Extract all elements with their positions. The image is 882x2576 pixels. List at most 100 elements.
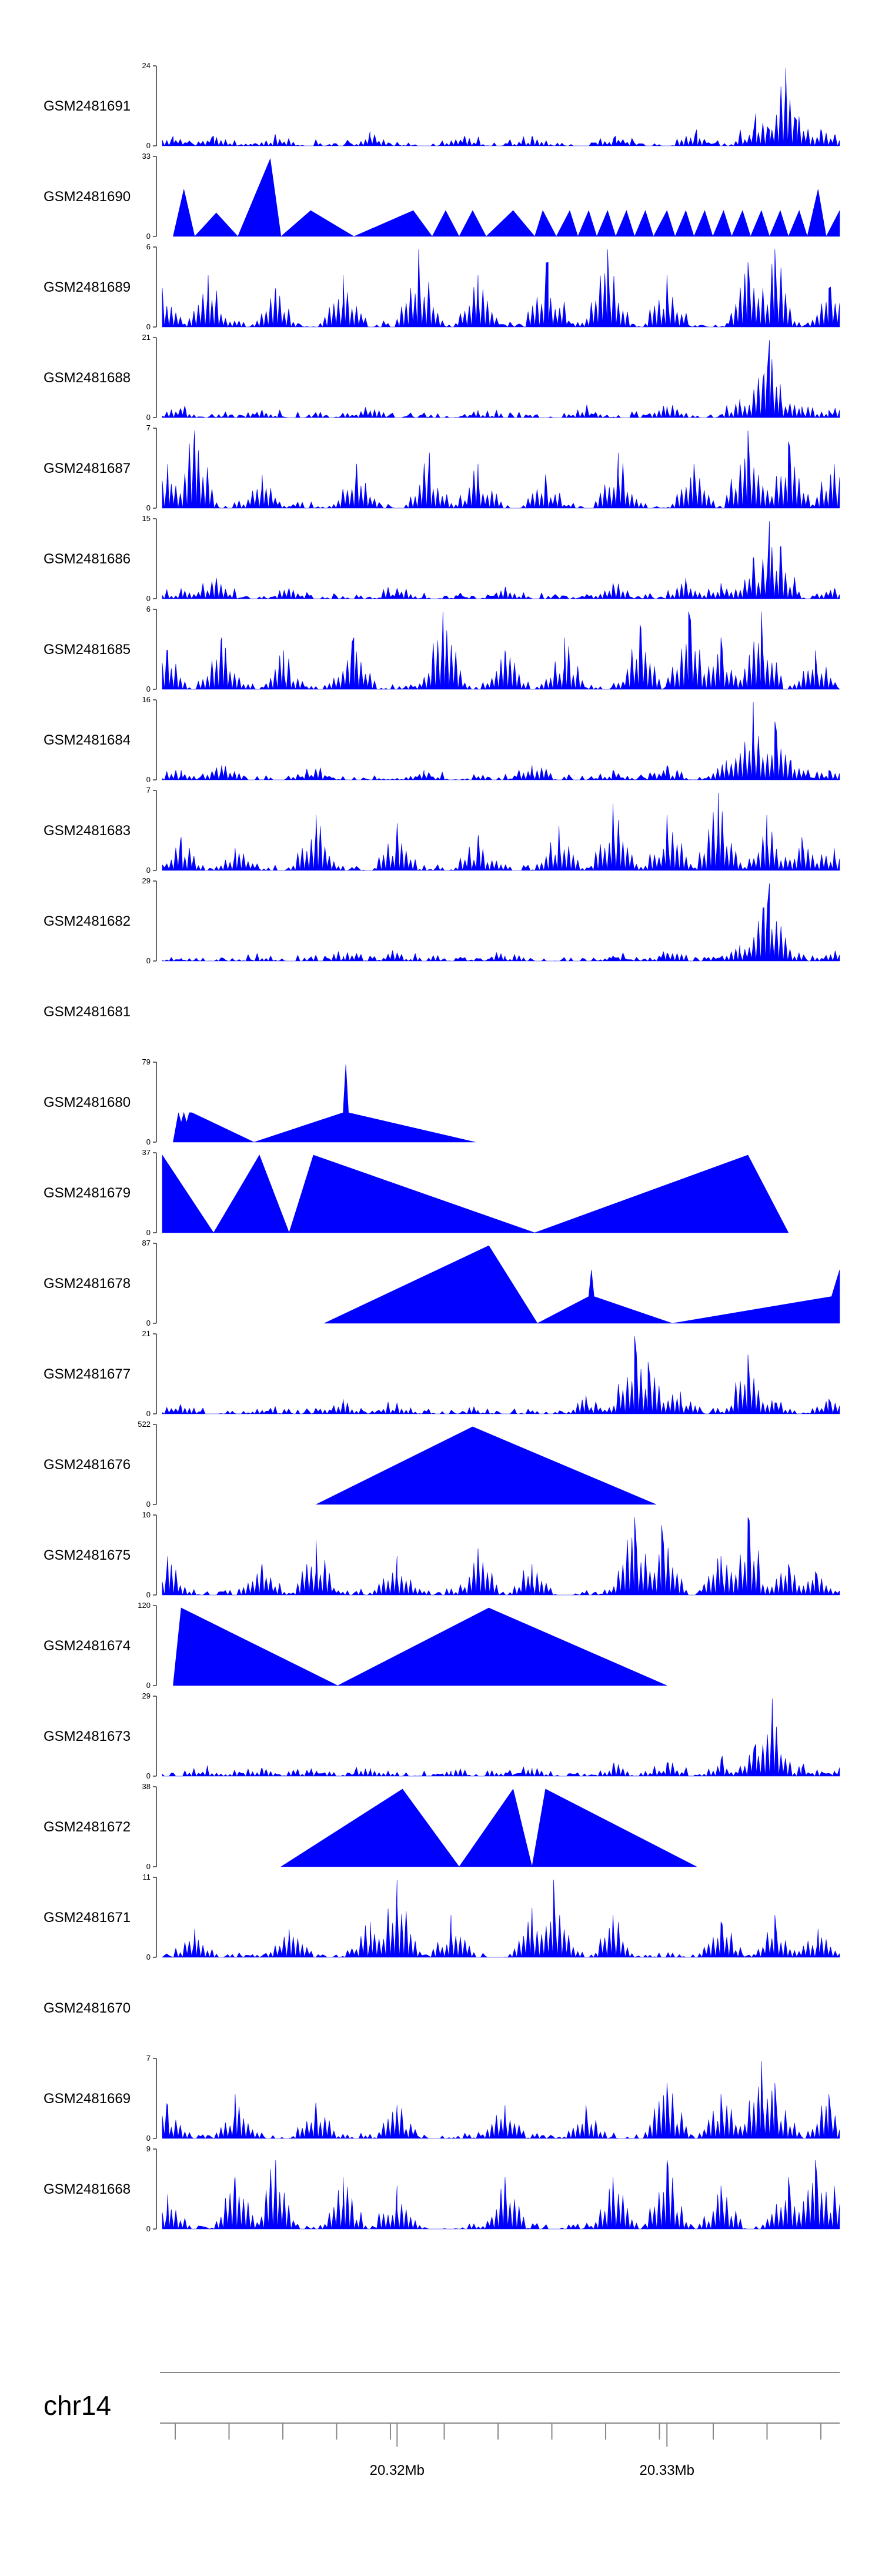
track-GSM2481673: GSM2481673 29 0 xyxy=(44,1691,840,1780)
y-min-label: 0 xyxy=(146,1228,151,1237)
coverage-area xyxy=(316,1426,657,1505)
y-max-label: 87 xyxy=(142,1239,151,1247)
coverage-area xyxy=(162,520,840,600)
track-GSM2481671: GSM2481671 11 0 xyxy=(44,1873,840,1961)
y-max-label: 6 xyxy=(146,242,151,251)
y-max-label: 37 xyxy=(142,1148,151,1157)
track-label: GSM2481677 xyxy=(44,1366,131,1382)
coverage-area xyxy=(162,1154,789,1233)
track-GSM2481672: GSM2481672 38 0 xyxy=(44,1782,697,1871)
coverage-area xyxy=(162,68,840,147)
y-max-label: 24 xyxy=(142,61,151,70)
y-max-label: 522 xyxy=(138,1420,151,1429)
y-max-label: 33 xyxy=(142,152,151,161)
coverage-area xyxy=(162,249,840,328)
y-max-label: 15 xyxy=(142,514,151,523)
track-label: GSM2481672 xyxy=(44,1819,131,1835)
track-label: GSM2481683 xyxy=(44,823,131,839)
y-min-label: 0 xyxy=(146,1319,151,1327)
y-min-label: 0 xyxy=(146,1500,151,1509)
track-label: GSM2481679 xyxy=(44,1185,131,1201)
y-max-label: 11 xyxy=(143,1873,151,1881)
coverage-area xyxy=(162,2160,840,2230)
track-GSM2481687: GSM2481687 7 0 xyxy=(44,423,840,512)
track-label: GSM2481669 xyxy=(44,2091,131,2107)
coverage-area xyxy=(162,1517,840,1596)
track-label: GSM2481675 xyxy=(44,1547,131,1563)
track-label: GSM2481671 xyxy=(44,1910,131,1926)
track-GSM2481679: GSM2481679 37 0 xyxy=(44,1148,789,1237)
y-max-label: 7 xyxy=(146,786,151,795)
y-min-label: 0 xyxy=(146,775,151,784)
track-label: GSM2481689 xyxy=(44,279,131,295)
y-min-label: 0 xyxy=(146,1862,151,1871)
track-label: GSM2481686 xyxy=(44,551,131,567)
track-GSM2481668: GSM2481668 9 0 xyxy=(44,2144,840,2233)
track-label: GSM2481684 xyxy=(44,732,131,748)
track-label: GSM2481690 xyxy=(44,189,131,205)
coverage-area xyxy=(173,1064,476,1143)
y-min-label: 0 xyxy=(146,1771,151,1780)
y-max-label: 16 xyxy=(142,695,151,704)
axis-tick-label: 20.32Mb xyxy=(370,2462,425,2478)
track-label: GSM2481685 xyxy=(44,642,131,658)
y-min-label: 0 xyxy=(146,956,151,965)
y-min-label: 0 xyxy=(146,322,151,331)
track-GSM2481688: GSM2481688 21 0 xyxy=(44,333,840,422)
track-label: GSM2481674 xyxy=(44,1638,131,1654)
y-max-label: 9 xyxy=(146,2144,151,2153)
track-GSM2481670: GSM2481670 xyxy=(44,2000,131,2016)
track-GSM2481681: GSM2481681 xyxy=(44,1004,131,1020)
y-min-label: 0 xyxy=(146,685,151,693)
track-label: GSM2481670 xyxy=(44,2000,131,2016)
coverage-area xyxy=(162,611,840,690)
coverage-area xyxy=(162,339,840,419)
y-min-label: 0 xyxy=(146,594,151,603)
track-GSM2481683: GSM2481683 7 0 xyxy=(44,786,840,875)
axis-tick-label: 20.33Mb xyxy=(640,2462,694,2478)
y-min-label: 0 xyxy=(146,141,151,150)
track-GSM2481678: GSM2481678 87 0 xyxy=(44,1239,840,1327)
coverage-area xyxy=(324,1245,840,1324)
track-GSM2481691: GSM2481691 24 0 xyxy=(44,61,840,150)
y-min-label: 0 xyxy=(146,2224,151,2233)
y-min-label: 0 xyxy=(146,232,151,241)
coverage-area xyxy=(173,158,840,238)
track-GSM2481685: GSM2481685 6 0 xyxy=(44,605,840,693)
y-max-label: 7 xyxy=(146,423,151,432)
track-GSM2481684: GSM2481684 16 0 xyxy=(44,695,840,784)
track-label: GSM2481687 xyxy=(44,461,131,476)
track-GSM2481686: GSM2481686 15 0 xyxy=(44,514,840,603)
coverage-area xyxy=(173,1607,667,1686)
track-GSM2481690: GSM2481690 33 0 xyxy=(44,152,840,241)
track-GSM2481682: GSM2481682 29 0 xyxy=(44,876,840,965)
track-GSM2481680: GSM2481680 79 0 xyxy=(44,1057,476,1146)
y-min-label: 0 xyxy=(146,1137,151,1146)
track-label: GSM2481682 xyxy=(44,913,131,929)
coverage-area xyxy=(162,1879,840,1958)
y-max-label: 38 xyxy=(142,1782,151,1791)
y-min-label: 0 xyxy=(146,2134,151,2143)
track-GSM2481675: GSM2481675 10 0 xyxy=(44,1510,840,1599)
coverage-area xyxy=(162,883,840,962)
y-max-label: 21 xyxy=(142,1329,151,1338)
y-max-label: 120 xyxy=(138,1601,151,1610)
y-max-label: 10 xyxy=(142,1510,151,1519)
track-GSM2481689: GSM2481689 6 0 xyxy=(44,242,840,331)
track-GSM2481669: GSM2481669 7 0 xyxy=(44,2054,840,2143)
y-min-label: 0 xyxy=(146,503,151,512)
coverage-area xyxy=(162,702,840,781)
coverage-area xyxy=(162,2060,840,2140)
track-label: GSM2481673 xyxy=(44,1729,131,1744)
chromosome-label: chr14 xyxy=(44,2390,111,2421)
track-label: GSM2481688 xyxy=(44,370,131,386)
track-GSM2481676: GSM2481676 522 0 xyxy=(44,1420,657,1509)
coverage-area xyxy=(162,1336,840,1415)
coverage-area xyxy=(162,1698,840,1777)
y-min-label: 0 xyxy=(146,1409,151,1418)
track-label: GSM2481681 xyxy=(44,1004,131,1020)
track-label: GSM2481691 xyxy=(44,98,131,114)
coverage-area xyxy=(162,430,840,509)
y-min-label: 0 xyxy=(146,866,151,875)
